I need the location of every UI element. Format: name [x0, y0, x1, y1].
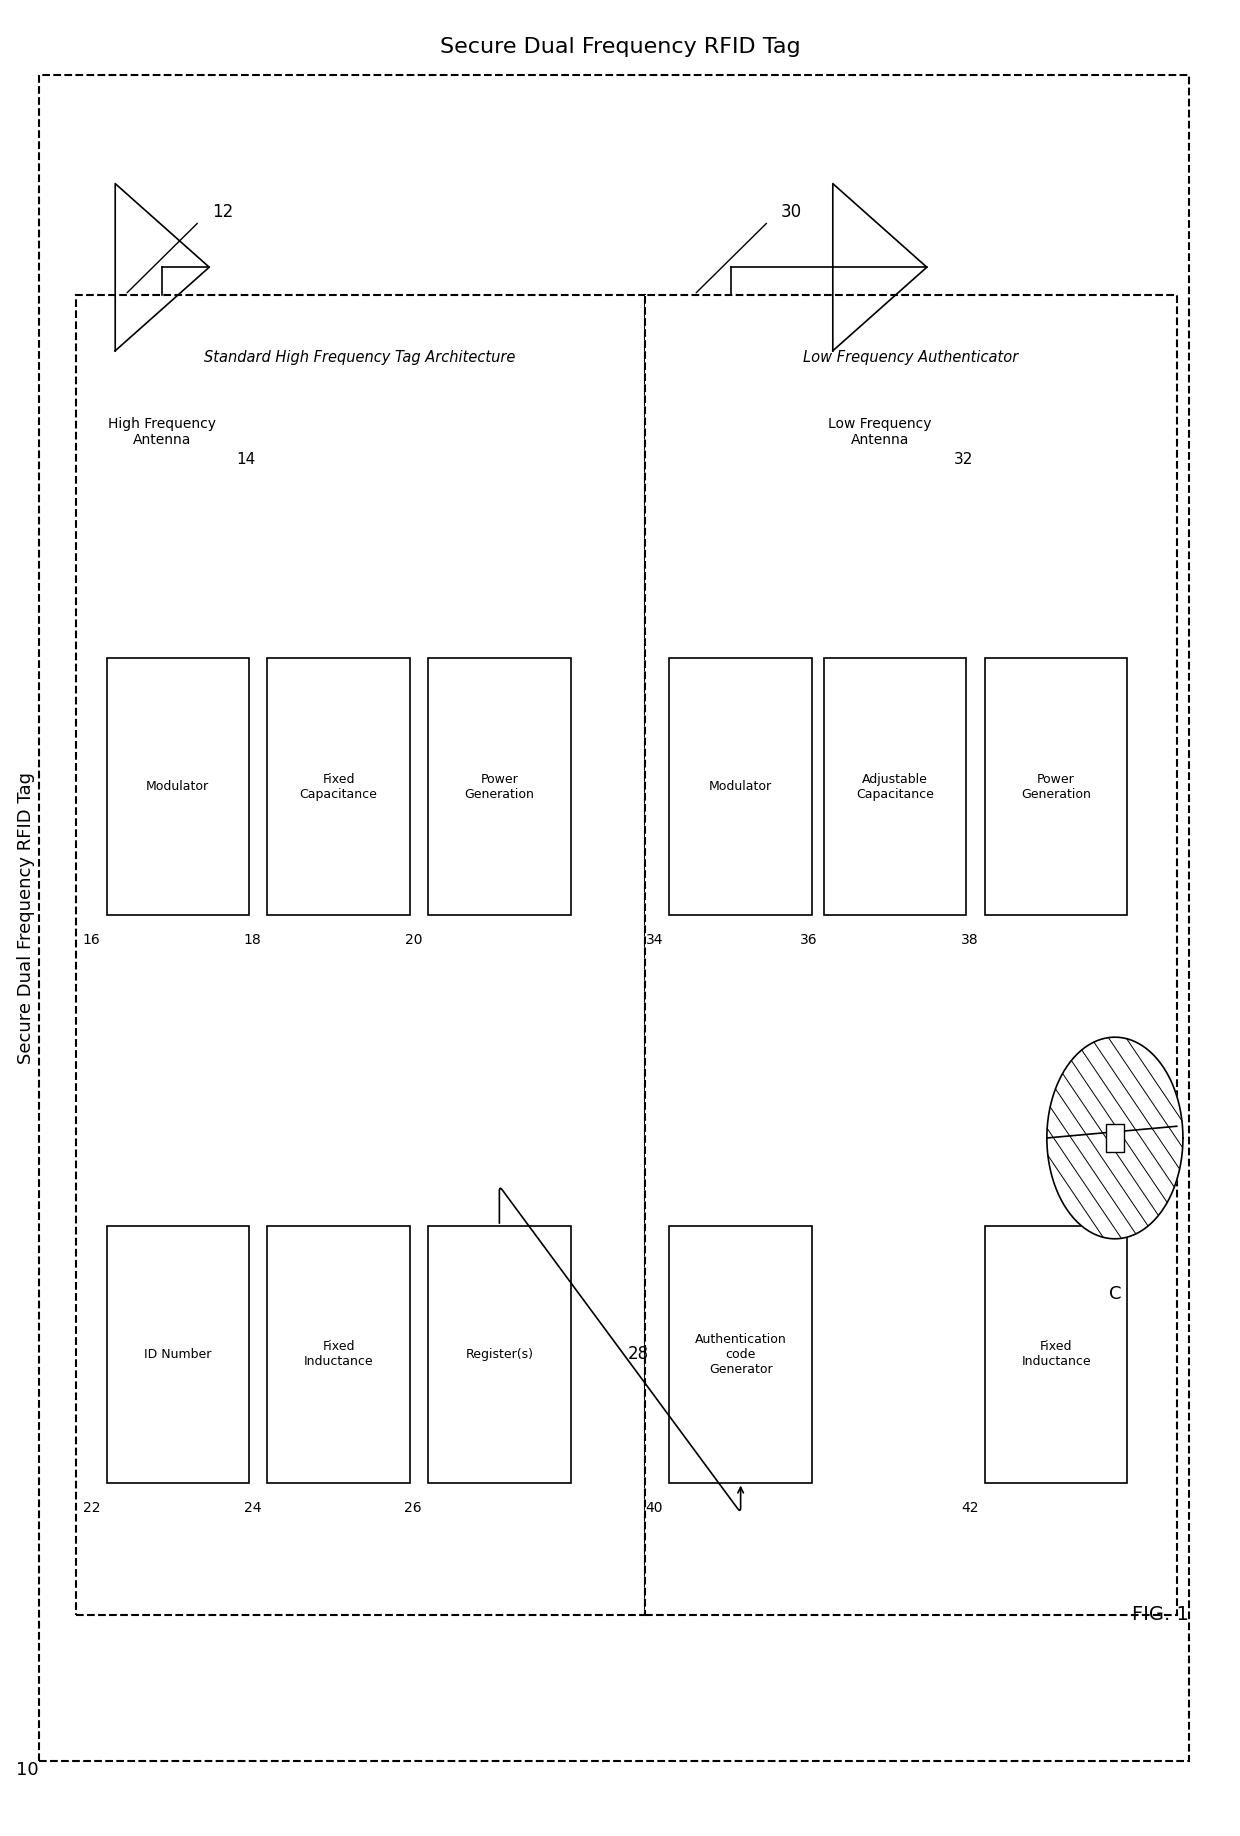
Text: Fixed
Capacitance: Fixed Capacitance — [300, 773, 377, 800]
Text: C: C — [1109, 1285, 1121, 1304]
FancyBboxPatch shape — [76, 296, 645, 1614]
Text: Fixed
Inductance: Fixed Inductance — [1022, 1340, 1091, 1368]
Text: Modulator: Modulator — [146, 780, 210, 793]
FancyBboxPatch shape — [645, 296, 1177, 1614]
Text: 42: 42 — [961, 1502, 978, 1515]
Bar — [1106, 1124, 1125, 1151]
Text: 38: 38 — [961, 933, 978, 947]
Text: Fixed
Inductance: Fixed Inductance — [304, 1340, 373, 1368]
Text: Secure Dual Frequency RFID Tag: Secure Dual Frequency RFID Tag — [440, 37, 800, 57]
FancyBboxPatch shape — [268, 1226, 409, 1483]
Text: ID Number: ID Number — [144, 1348, 211, 1360]
Text: 32: 32 — [954, 452, 973, 466]
Text: 28: 28 — [627, 1346, 649, 1364]
Text: 30: 30 — [781, 204, 802, 220]
FancyBboxPatch shape — [107, 659, 249, 914]
FancyBboxPatch shape — [985, 1226, 1127, 1483]
FancyBboxPatch shape — [670, 659, 812, 914]
Text: Adjustable
Capacitance: Adjustable Capacitance — [857, 773, 934, 800]
Text: Power
Generation: Power Generation — [465, 773, 534, 800]
Text: 14: 14 — [237, 452, 255, 466]
FancyBboxPatch shape — [268, 659, 409, 914]
Text: 10: 10 — [16, 1761, 38, 1779]
Text: FIG. 1: FIG. 1 — [1132, 1605, 1189, 1625]
Text: Modulator: Modulator — [709, 780, 773, 793]
Text: 16: 16 — [83, 933, 100, 947]
Text: 22: 22 — [83, 1502, 100, 1515]
Text: 26: 26 — [404, 1502, 422, 1515]
Text: 36: 36 — [800, 933, 818, 947]
FancyBboxPatch shape — [825, 659, 966, 914]
Text: Standard High Frequency Tag Architecture: Standard High Frequency Tag Architecture — [205, 349, 516, 365]
Text: 34: 34 — [646, 933, 663, 947]
Text: Low Frequency Authenticator: Low Frequency Authenticator — [804, 349, 1018, 365]
FancyBboxPatch shape — [985, 659, 1127, 914]
Text: Authentication
code
Generator: Authentication code Generator — [694, 1333, 786, 1375]
FancyBboxPatch shape — [428, 1226, 570, 1483]
Text: High Frequency
Antenna: High Frequency Antenna — [108, 417, 216, 448]
Text: 20: 20 — [404, 933, 422, 947]
Text: 40: 40 — [646, 1502, 663, 1515]
FancyBboxPatch shape — [428, 659, 570, 914]
Text: Secure Dual Frequency RFID Tag: Secure Dual Frequency RFID Tag — [17, 771, 35, 1065]
FancyBboxPatch shape — [38, 75, 1189, 1761]
Text: 18: 18 — [243, 933, 262, 947]
Polygon shape — [1047, 1037, 1183, 1239]
Text: Power
Generation: Power Generation — [1022, 773, 1091, 800]
FancyBboxPatch shape — [107, 1226, 249, 1483]
Text: Register(s): Register(s) — [465, 1348, 533, 1360]
Text: Low Frequency
Antenna: Low Frequency Antenna — [828, 417, 931, 448]
Text: 24: 24 — [244, 1502, 262, 1515]
FancyBboxPatch shape — [670, 1226, 812, 1483]
Text: 12: 12 — [212, 204, 233, 220]
